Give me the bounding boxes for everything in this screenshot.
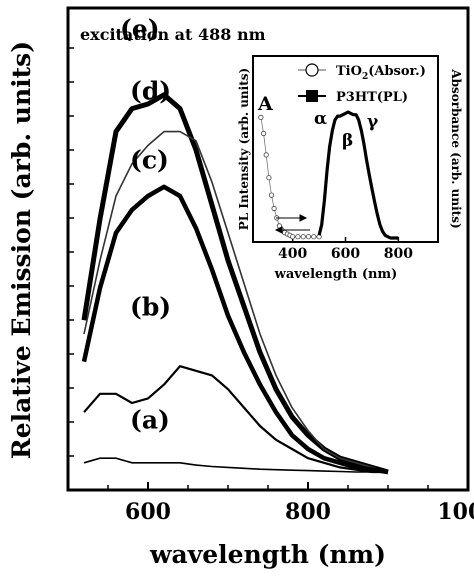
legend-marker-tio2 <box>305 63 319 77</box>
arrowhead-right <box>299 214 308 222</box>
inset-point-tio2 <box>300 234 306 240</box>
inset-panel-label: A <box>257 93 273 115</box>
inset-y-axis-title: PL Intensity (arb. units) <box>237 68 251 230</box>
series-label: (e) <box>120 14 160 43</box>
main-x-tick-label: 600 <box>125 499 171 525</box>
inset-legend: TiO2(Absor.) P3HT(PL) <box>298 63 426 105</box>
main-x-axis-title: wavelength (nm) <box>149 540 386 569</box>
inset-ticks: 400 600 800 <box>278 237 413 262</box>
series-label: (d) <box>130 76 171 105</box>
main-series-line-3 <box>83 365 388 474</box>
main-chart: 600 800 1000 (e) (d) (c) (b) (a) excitation at… <box>7 6 474 569</box>
main-x-tick-label: 800 <box>285 499 331 525</box>
legend-label-tio2: TiO2(Absor.) <box>336 64 426 82</box>
series-label: (c) <box>130 145 169 174</box>
inset-point-tio2 <box>268 192 275 198</box>
inset-point-tio2 <box>295 234 301 240</box>
main-series-line-4 <box>83 457 388 473</box>
main-x-tick-label: 1000 <box>437 499 474 525</box>
inset-point-tio2 <box>305 234 312 240</box>
inset-chart: 400 600 800 TiO2(Absor.) P3HT(PL) A α β γ … <box>237 55 463 282</box>
inset-point-tio2 <box>260 130 267 137</box>
peak-label-beta: β <box>342 131 353 151</box>
inset-point-tio2 <box>258 114 264 121</box>
peak-label-alpha: α <box>314 109 327 129</box>
series-label: (b) <box>130 293 171 322</box>
legend-marker-p3ht <box>306 90 318 102</box>
inset-point-tio2 <box>289 234 296 240</box>
inset-point-tio2 <box>311 234 317 240</box>
inset-x-tick-label: 400 <box>278 246 307 262</box>
main-ticks: 600 800 1000 <box>67 47 474 525</box>
inset-x-axis-title: wavelength (nm) <box>274 267 398 282</box>
inset-background <box>253 56 438 242</box>
inset-y-axis-right-title: Absorbance (arb. units) <box>449 68 463 228</box>
inset-point-tio2 <box>271 205 277 212</box>
inset-x-tick-label: 600 <box>331 246 360 262</box>
main-series-line-1 <box>83 130 389 473</box>
inset-series-line-p3ht <box>317 110 399 240</box>
series-label: (a) <box>130 405 170 434</box>
excitation-annotation: excitation at 488 nm <box>80 25 266 44</box>
inset-point-tio2 <box>263 152 269 158</box>
arrowhead-left <box>274 226 283 234</box>
inset-arrows <box>274 214 310 234</box>
main-y-axis-title: Relative Emission (arb. units) <box>7 41 36 459</box>
main-series <box>81 92 389 475</box>
inset-point-tio2 <box>266 175 272 181</box>
legend-label-p3ht: P3HT(PL) <box>336 90 408 105</box>
peak-label-gamma: γ <box>367 112 379 132</box>
inset-x-tick-label: 800 <box>384 246 413 262</box>
inset-series <box>258 110 399 240</box>
main-series-labels: (e) (d) (c) (b) (a) <box>120 14 171 434</box>
main-series-line-2 <box>81 184 389 475</box>
